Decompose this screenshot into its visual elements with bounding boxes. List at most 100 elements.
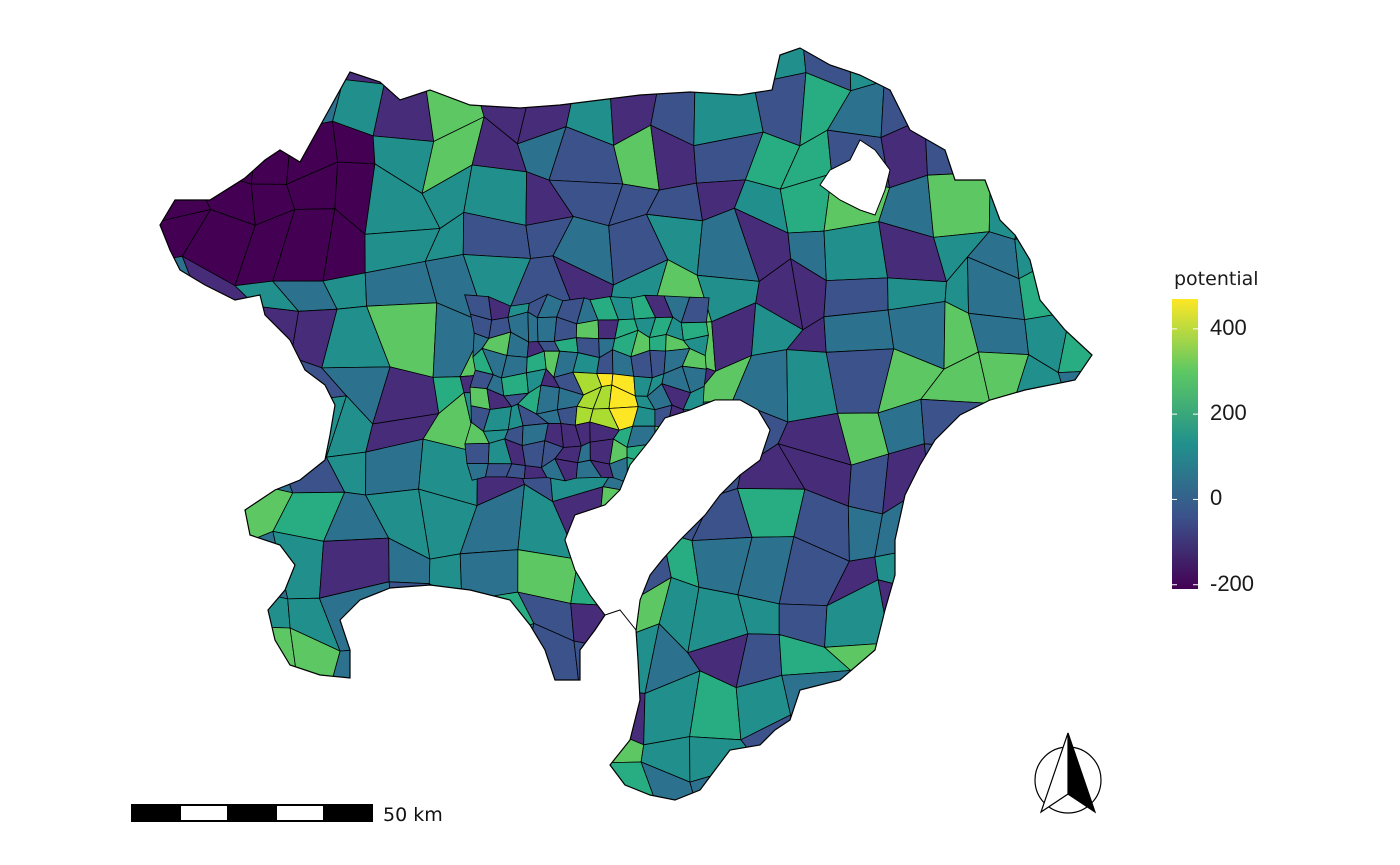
municipality-polygon xyxy=(188,346,258,401)
municipality-polygon xyxy=(554,727,611,772)
municipality-polygon xyxy=(425,623,480,695)
legend-tick-label: -200 xyxy=(1210,570,1255,596)
municipality-polygon xyxy=(504,723,562,772)
municipality-polygon xyxy=(384,718,442,777)
municipality-polygon xyxy=(457,723,519,793)
municipality-polygon xyxy=(573,640,602,690)
municipality-polygon xyxy=(891,679,938,739)
municipality-polygon xyxy=(182,673,249,738)
municipality-polygon xyxy=(568,48,613,82)
municipality-polygon xyxy=(160,485,207,551)
municipality-polygon xyxy=(204,548,231,593)
municipality-polygon xyxy=(967,622,1024,698)
scale-bar-label: 50 km xyxy=(383,804,443,826)
legend-tick-label: 0 xyxy=(1210,485,1223,511)
municipality-polygon xyxy=(536,316,558,342)
municipality-polygon xyxy=(509,48,578,93)
municipality-polygon xyxy=(826,735,893,774)
municipality-polygon xyxy=(889,642,941,687)
scale-segment xyxy=(275,804,325,822)
municipality-polygon xyxy=(160,76,210,147)
land-area xyxy=(159,47,1093,801)
municipality-polygon xyxy=(517,672,581,734)
municipality-polygon xyxy=(195,585,254,630)
water-body xyxy=(564,399,771,632)
municipality-polygon xyxy=(554,686,606,734)
municipality-polygon xyxy=(247,716,299,783)
municipality-polygon xyxy=(1057,310,1092,374)
municipality-polygon xyxy=(160,399,212,445)
municipality-polygon xyxy=(788,714,831,785)
municipality-polygon xyxy=(1036,73,1070,140)
municipality-polygon xyxy=(974,537,1039,603)
municipality-polygon xyxy=(195,626,254,688)
municipality-polygon xyxy=(162,628,207,675)
municipality-polygon xyxy=(272,48,344,90)
municipality-polygon xyxy=(915,538,994,603)
municipality-polygon xyxy=(882,443,930,515)
municipality-polygon xyxy=(243,394,304,463)
municipality-polygon xyxy=(871,764,944,800)
municipality-polygon xyxy=(1011,445,1076,499)
municipality-polygon xyxy=(373,766,442,800)
water-body xyxy=(819,139,891,216)
municipality-polygon xyxy=(274,691,330,746)
municipality-polygon xyxy=(1026,486,1077,558)
municipality-polygon xyxy=(383,671,442,727)
municipality-polygon xyxy=(521,440,546,469)
scale-segment xyxy=(131,804,181,822)
municipality-polygon xyxy=(823,221,889,282)
municipality-polygon xyxy=(926,717,980,771)
municipality-polygon xyxy=(188,305,258,377)
municipality-polygon xyxy=(692,48,754,90)
municipality-polygon xyxy=(182,718,258,780)
municipality-polygon xyxy=(609,48,661,88)
municipality-polygon xyxy=(1062,126,1092,174)
municipality-polygon xyxy=(187,48,250,86)
municipality-polygon xyxy=(918,48,987,100)
municipality-polygon xyxy=(1014,172,1074,241)
municipality-polygon xyxy=(383,623,435,690)
municipality-polygon xyxy=(1062,163,1092,225)
legend-tick-label: 400 xyxy=(1210,314,1247,340)
municipality-polygon xyxy=(920,398,991,448)
municipality-polygon xyxy=(967,312,1030,356)
municipality-polygon xyxy=(253,346,304,402)
municipality-polygon xyxy=(230,48,298,90)
municipality-polygon xyxy=(336,766,391,800)
municipality-polygon xyxy=(428,553,463,602)
municipality-polygon xyxy=(160,763,211,800)
municipality-polygon xyxy=(226,585,291,629)
municipality-polygon xyxy=(1059,210,1092,266)
municipality-polygon xyxy=(923,443,969,492)
municipality-polygon xyxy=(1057,635,1092,696)
municipality-polygon xyxy=(924,117,991,176)
municipality-polygon xyxy=(462,48,531,93)
municipality-polygon xyxy=(962,445,1028,492)
municipality-polygon xyxy=(459,672,524,730)
municipality-polygon xyxy=(823,309,895,353)
municipality-polygon xyxy=(320,48,385,85)
municipality-polygon xyxy=(160,48,210,86)
municipality-polygon xyxy=(250,129,292,185)
municipality-polygon xyxy=(985,129,1038,179)
municipality-polygon xyxy=(388,581,435,648)
municipality-polygon xyxy=(241,686,301,720)
municipality-polygon xyxy=(428,582,480,649)
municipality-polygon xyxy=(160,591,210,643)
municipality-polygon xyxy=(179,437,257,487)
legend-tick-label: 200 xyxy=(1210,400,1247,426)
municipality-polygon xyxy=(209,394,255,455)
municipality-polygon xyxy=(1011,405,1076,454)
municipality-polygon xyxy=(425,688,464,730)
municipality-polygon xyxy=(1057,369,1092,424)
municipality-polygon xyxy=(649,334,667,352)
municipality-polygon xyxy=(1067,405,1092,467)
municipality-polygon xyxy=(915,484,976,550)
municipality-polygon xyxy=(967,486,1039,558)
municipality-polygon xyxy=(978,768,1034,800)
municipality-polygon xyxy=(962,48,1038,99)
municipality-polygon xyxy=(324,671,386,746)
municipality-polygon xyxy=(966,591,1036,652)
municipality-polygon xyxy=(464,442,490,465)
